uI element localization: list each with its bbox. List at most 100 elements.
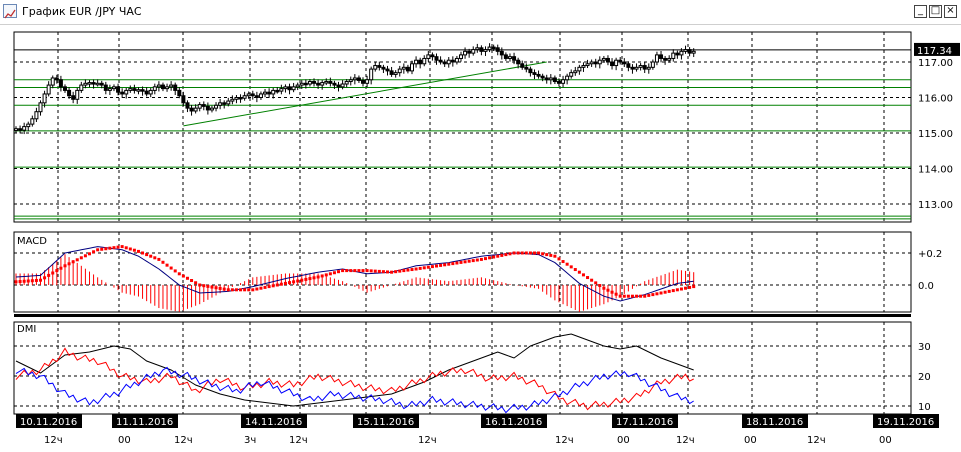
candle-bull [352,77,357,81]
candle-bull [22,126,27,131]
hour-label: 12ч [555,435,574,446]
candle-bull [471,49,476,54]
candle-bear [438,59,443,63]
candle-bull [242,95,247,99]
candle-bull [426,54,431,59]
candle-bull [79,84,84,91]
candle-bear [140,89,145,92]
macd-signal-dot [345,269,349,273]
candle-bear [144,90,149,95]
candle-bull [446,59,451,65]
candle-bull [654,54,659,63]
candle-bull [369,68,374,81]
candle-bear [618,59,623,63]
date-label: 11.11.2016 [116,417,173,428]
macd-signal-dot [692,285,696,289]
date-label-box [481,414,547,428]
candle-bear [610,61,615,67]
candle-bull [136,89,141,92]
dmi-panel [13,321,912,415]
macd-signal-dot [165,263,169,267]
macd-signal-dot [55,269,59,273]
candle-bear [328,81,333,84]
candle-bear [120,91,125,95]
candle-bull [34,111,39,120]
candle-bull [671,52,676,59]
macd-signal-dot [173,269,177,273]
macd-signal-dot [426,265,430,269]
macd-signal-dot [594,281,598,285]
macd-signal-dot [606,288,610,292]
macd-signal-dot [483,257,487,261]
macd-signal-dot [263,285,267,289]
candle-bear [332,82,337,86]
candle-bull [340,83,345,88]
candle-bull [148,89,153,95]
macd-signal-dot [194,281,198,285]
macd-signal-dot [271,284,275,288]
candle-bull [577,66,582,72]
macd-signal-dot [410,268,414,272]
candle-bull [307,81,312,85]
candle-bear [303,82,308,86]
candle-bull [169,84,174,88]
candle-bear [389,70,394,75]
current-price-label: 117.34 [917,46,952,57]
macd-signal-dot [67,262,71,266]
minimize-button[interactable]: _ [914,5,927,18]
candle-bear [181,95,186,104]
macd-axis-label: 0.0 [918,281,934,292]
candle-bull [209,107,214,111]
price-panel [13,31,912,223]
candle-bull [597,59,602,65]
candle-bear [18,128,23,131]
candle-bear [250,93,255,97]
candle-bull [218,102,223,106]
candle-bear [381,66,386,70]
macd-signal-dot [577,270,581,274]
candle-bull [324,81,329,84]
macd-signal-dot [418,266,422,270]
candle-bear [532,72,537,75]
macd-signal-dot [283,281,287,285]
candle-bull [483,49,488,52]
macd-signal-dot [675,288,679,292]
date-label: 10.11.2016 [20,417,77,428]
candle-bull [193,107,198,112]
candle-bear [287,86,292,91]
candle-bull [683,49,688,52]
macd-signal-dot [153,256,157,260]
macd-signal-dot [18,280,22,284]
candle-bear [605,57,610,63]
candle-bear [405,66,410,72]
maximize-button[interactable]: □ [929,5,942,18]
macd-signal-dot [390,270,394,274]
macd-signal-dot [14,280,18,284]
candle-bull [614,59,619,67]
candle-bear [58,79,63,88]
macd-signal-dot [439,263,443,267]
candle-bear [385,68,390,72]
macd-signal-dot [451,262,455,266]
candle-bear [99,82,104,86]
macd-signal-dot [210,285,214,289]
candle-bear [499,50,504,56]
date-label-box [241,414,307,428]
macd-signal-dot [479,257,483,261]
candle-bull [128,88,133,91]
candle-bear [556,81,561,84]
date-label-box [873,414,939,428]
macd-signal-dot [516,251,520,255]
macd-signal-dot [614,292,618,296]
macd-signal-dot [586,276,590,280]
macd-signal-dot [569,265,573,269]
candle-bull [393,72,398,75]
candle-bear [540,75,545,79]
candle-bull [679,50,684,56]
candle-bull [454,57,459,63]
macd-signal-dot [324,273,328,277]
macd-signal-dot [226,288,230,292]
close-button[interactable]: × [944,5,957,18]
macd-signal-dot [655,292,659,296]
candle-bull [46,84,51,95]
